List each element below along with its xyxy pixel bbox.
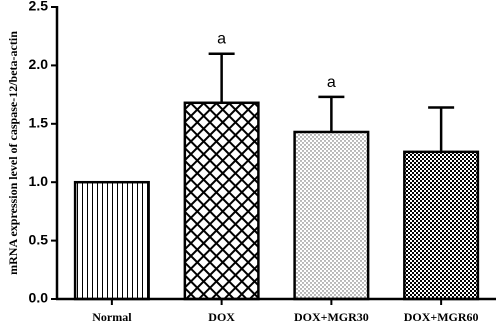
y-tick-label: 1.5 bbox=[29, 115, 49, 131]
annotation: a bbox=[217, 31, 226, 48]
bar bbox=[73, 180, 150, 301]
y-tick-label: 0.0 bbox=[29, 290, 49, 306]
x-tick-label: DOX+MGR60 bbox=[404, 310, 479, 324]
y-tick-label: 2.0 bbox=[29, 56, 49, 72]
y-tick-label: 0.5 bbox=[29, 231, 49, 247]
y-axis-label: mRNA expression level of caspase-12/beta… bbox=[6, 31, 20, 275]
y-tick-label: 1.0 bbox=[29, 173, 49, 189]
bar bbox=[293, 130, 370, 301]
annotation: a bbox=[327, 74, 336, 91]
bar bbox=[403, 150, 480, 301]
x-tick-label: DOX+MGR30 bbox=[294, 310, 369, 324]
bar bbox=[183, 101, 260, 301]
x-tick-label: DOX bbox=[208, 310, 235, 324]
y-tick-label: 2.5 bbox=[29, 0, 49, 14]
x-tick-label: Normal bbox=[92, 310, 132, 324]
